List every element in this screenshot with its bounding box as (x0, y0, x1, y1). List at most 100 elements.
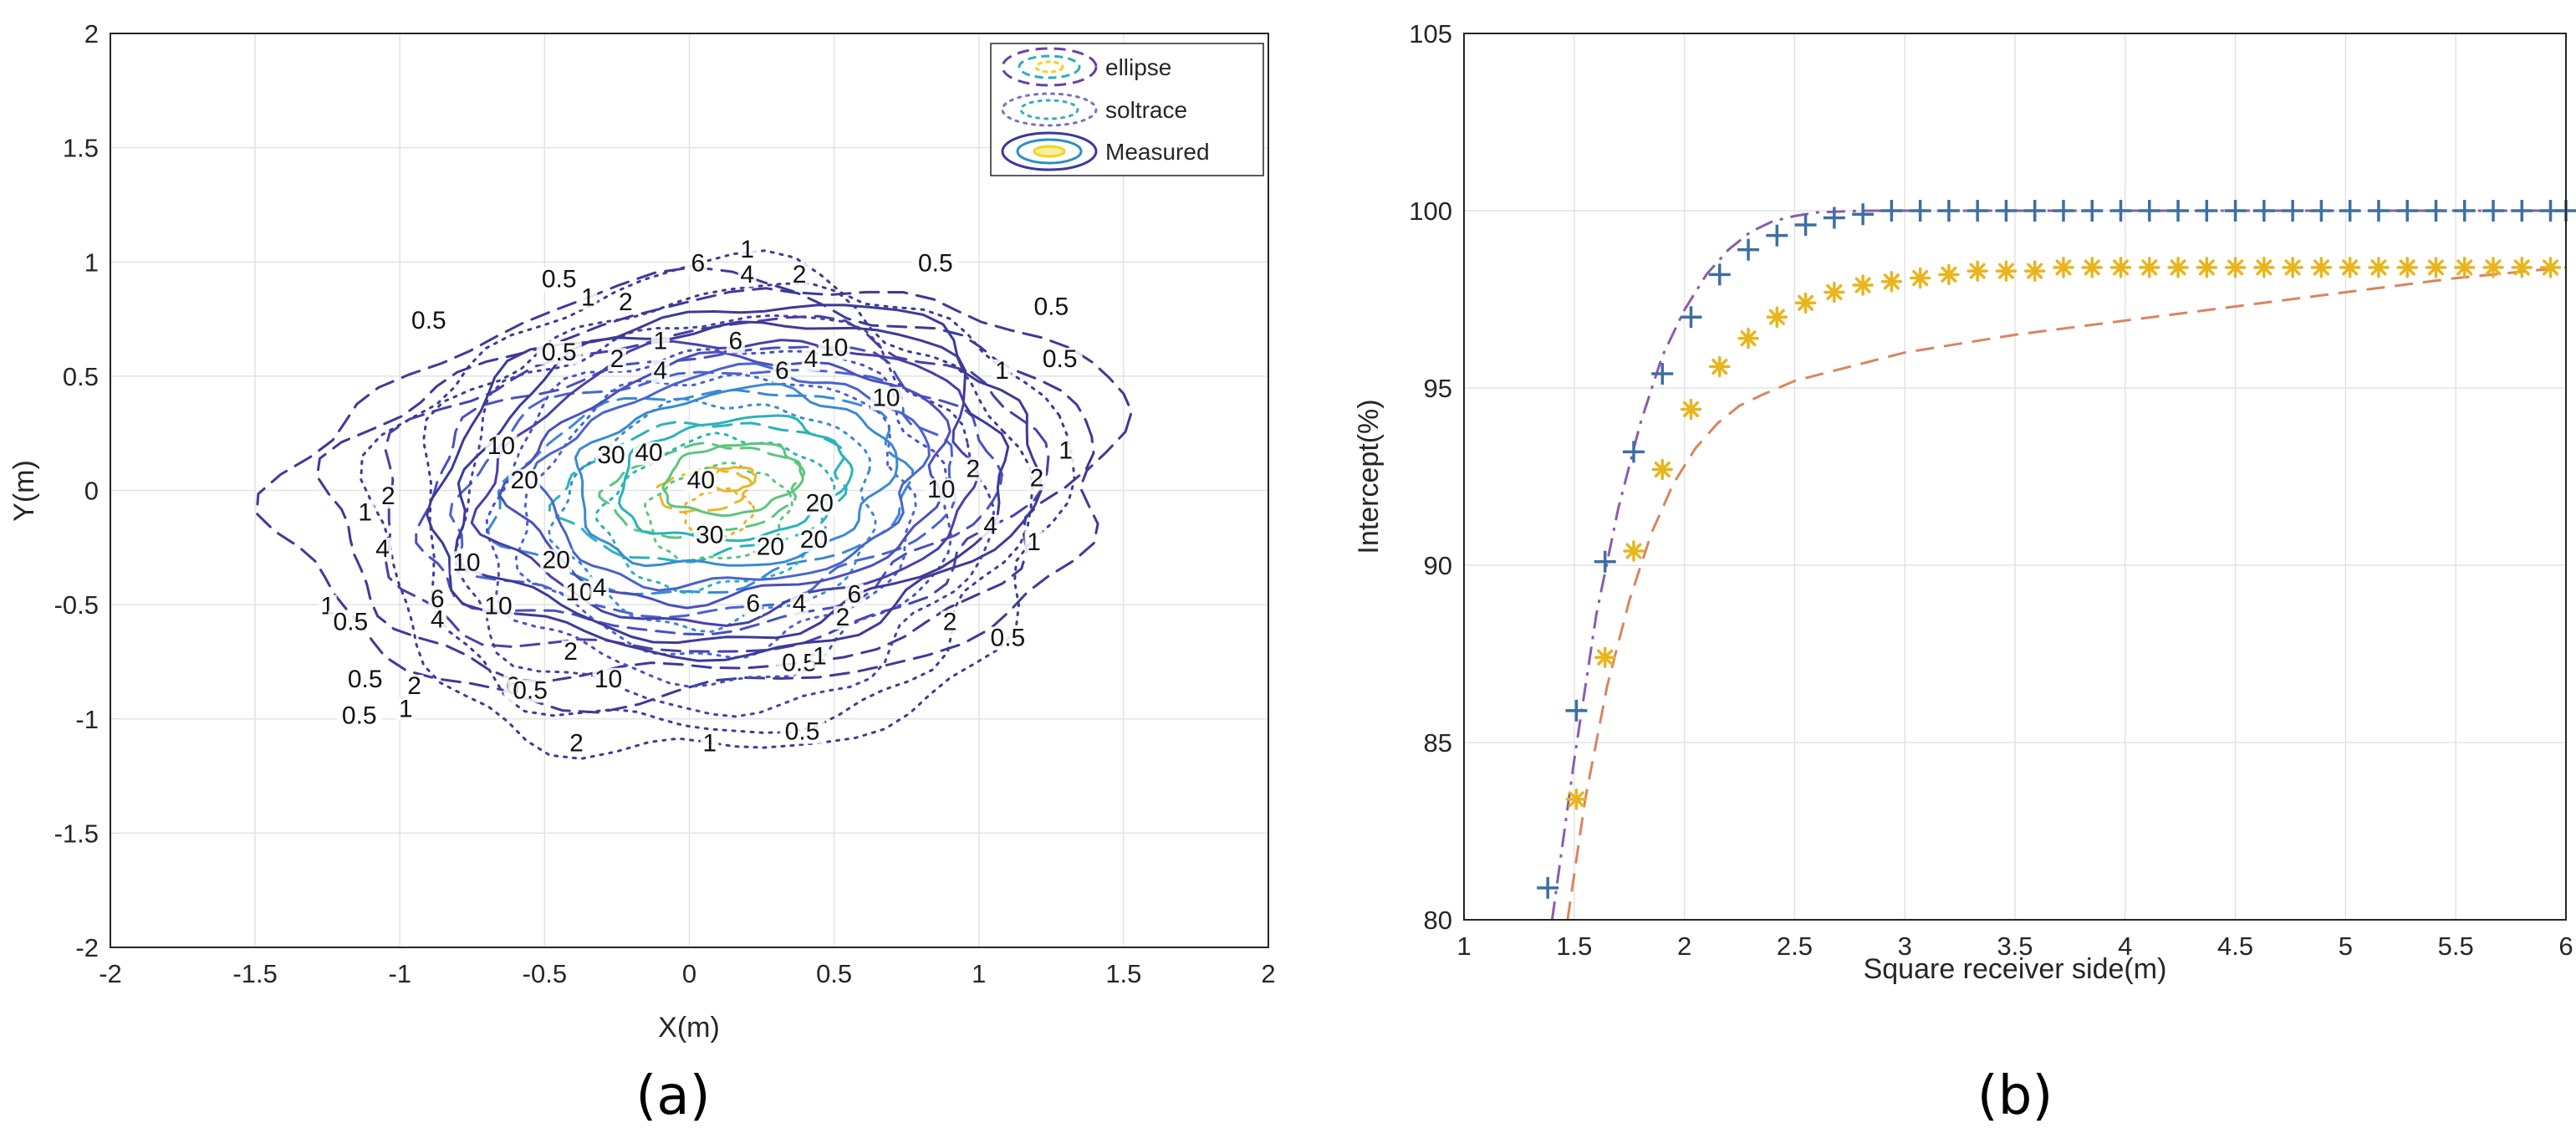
contour-label: 6 (848, 581, 862, 609)
contour-label: 2 (1030, 464, 1044, 492)
panel-b-ytick-label: 80 (1424, 906, 1452, 935)
contour-label-bg (508, 469, 541, 493)
marker-star (2023, 260, 2046, 282)
marker-plus (1794, 213, 1817, 236)
contour-label: 20 (510, 467, 538, 494)
marker-star (1623, 540, 1645, 562)
marker-star (2081, 257, 2104, 278)
marker-plus (2282, 200, 2304, 222)
contour-label: 4 (793, 590, 807, 618)
contour-label-bg (941, 610, 960, 635)
contour-label: 1 (702, 729, 717, 757)
marker-plus (1565, 699, 1588, 722)
marker-star (2109, 257, 2132, 278)
marker-plus (1823, 207, 1845, 229)
marker-plus (1708, 263, 1731, 286)
contour-label-bg (592, 667, 625, 692)
legend-label-measured: Measured (1105, 139, 1210, 165)
contour-label: 2 (943, 608, 957, 635)
contour-label-bg (373, 538, 392, 562)
contour-label: 0.5 (342, 702, 377, 729)
contour-label-bg (567, 732, 586, 756)
contour-label: 2 (836, 604, 850, 631)
contour-label: 4 (375, 535, 390, 563)
contour-label-bg (1056, 439, 1075, 463)
panel-b-ytick-label: 105 (1409, 19, 1452, 48)
panel-b-markers (1537, 200, 2576, 899)
contour-label: 2 (564, 638, 578, 666)
marker-star (2167, 257, 2189, 278)
marker-plus (1909, 200, 1931, 222)
panel-a-ytick-label: 1.5 (63, 134, 99, 163)
marker-plus (1737, 238, 1760, 261)
legend-measured-swatch (1001, 131, 1098, 171)
contour-label-bg (355, 501, 375, 525)
contour-label-bg (844, 583, 864, 607)
legend-label-ellipse: ellipse (1105, 54, 1171, 80)
contour-label-bg (563, 580, 595, 605)
contour-label: 4 (983, 513, 997, 540)
contour-measured-level-6 (531, 362, 931, 592)
marker-star (2539, 257, 2562, 278)
marker-star (2253, 257, 2275, 278)
panel-b-ytick-label: 95 (1424, 374, 1452, 403)
panel-a-ytick-label: 0 (84, 477, 99, 506)
panel-b-xtick-label: 1 (1456, 931, 1471, 961)
contour-ellipse-level-1 (315, 287, 1095, 683)
marker-plus (2511, 200, 2533, 222)
panel-b-ytick-label: 85 (1424, 728, 1452, 758)
contour-label-bg (607, 348, 626, 372)
marker-star (1995, 260, 2017, 282)
contour-label: 1 (740, 236, 754, 263)
contour-measured-level-10 (574, 383, 899, 568)
contour-label: 6 (729, 327, 743, 355)
panel-a-xtick-label: 1.5 (1105, 959, 1141, 988)
contour-ellipse-level-40 (655, 466, 753, 513)
contour-label: 2 (619, 288, 633, 316)
contour-label: 20 (757, 533, 784, 560)
line-measured-fit (1566, 266, 2567, 921)
marker-plus (2023, 200, 2046, 222)
contour-label: 1 (399, 695, 413, 722)
marker-plus (1651, 363, 1674, 385)
contour-label-bg (925, 477, 957, 502)
contour-label: 2 (569, 729, 584, 757)
panel-b-line-plot: 1 1.5 2 2.5 3 3.5 4 4.5 5 5.5 6 80 85 90 95 100 105 Squa… (1353, 19, 2576, 985)
contour-soltrace-level-10 (548, 397, 877, 633)
contour-label-bg (336, 704, 382, 728)
marker-star (2196, 257, 2218, 278)
marker-plus (2081, 200, 2104, 222)
contour-soltrace-level-2 (453, 314, 996, 718)
marker-star (2511, 257, 2533, 278)
marker-star (1880, 271, 1903, 293)
contour-measured-level-20 (618, 414, 854, 543)
contour-label: 1 (1027, 528, 1041, 556)
panel-a-ytick-label: -0.5 (54, 590, 99, 620)
marker-plus (1622, 441, 1645, 463)
marker-plus (2482, 200, 2505, 222)
panel-b-xtick-label: 2 (1677, 931, 1691, 961)
contour-label: 0.5 (542, 339, 577, 366)
marker-star (2282, 257, 2303, 278)
legend-label-soltrace: soltrace (1105, 97, 1187, 123)
marker-plus (1594, 550, 1616, 573)
marker-plus (1880, 200, 1903, 222)
contour-label-bg (379, 485, 398, 509)
marker-star (2339, 257, 2361, 278)
marker-star (2425, 257, 2447, 278)
contour-label: 0.5 (334, 608, 369, 635)
contour-soltrace-level-4 (485, 348, 953, 688)
contour-measured-level-30 (661, 441, 804, 518)
contour-label: 6 (691, 249, 706, 277)
contour-label-bg (590, 576, 610, 600)
panel-a-xtick-label: -0.5 (523, 959, 567, 988)
legend-soltrace-swatch (1001, 92, 1098, 127)
marker-plus (1995, 200, 2017, 222)
contour-label-bg (754, 535, 787, 559)
contour-label-bg (595, 443, 628, 467)
contour-label: 4 (740, 261, 754, 288)
marker-star (1651, 458, 1673, 481)
panel-a-ytick-label: 0.5 (63, 362, 99, 391)
contour-label: 1 (358, 498, 372, 526)
